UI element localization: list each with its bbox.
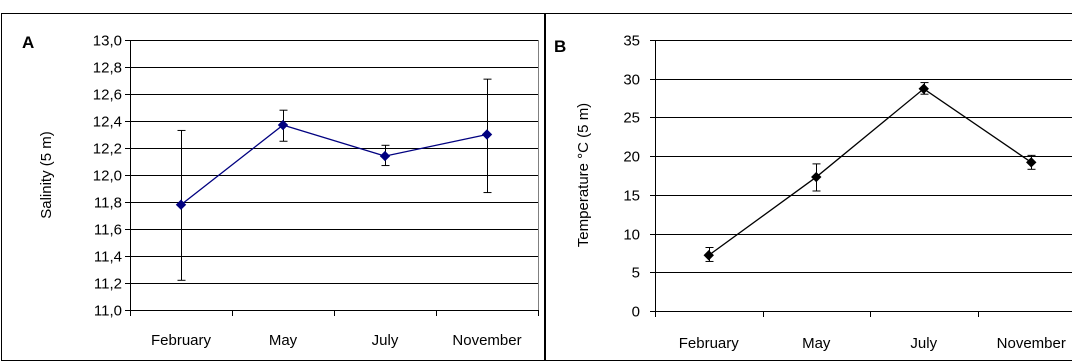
- x-tick-label: November: [452, 332, 521, 349]
- panel-label: B: [554, 37, 566, 56]
- y-tick-label: 15: [623, 188, 640, 205]
- y-tick-label: 5: [632, 265, 640, 282]
- y-tick-label: 20: [623, 149, 640, 166]
- y-tick-label: 11,4: [94, 249, 122, 266]
- y-tick-label: 11,2: [94, 276, 122, 293]
- y-tick-label: 13,0: [93, 33, 122, 50]
- y-tick-label: 25: [623, 110, 640, 127]
- data-point: [918, 83, 929, 94]
- y-tick-label: 0: [632, 304, 640, 321]
- panel-label: A: [22, 33, 34, 52]
- x-tick-label: May: [802, 335, 831, 352]
- series-line: [180, 124, 488, 206]
- y-tick-label: 12,0: [93, 168, 122, 185]
- y-axis-title: Salinity (5 m): [38, 131, 55, 219]
- y-tick-label: 11,8: [94, 195, 122, 212]
- y-tick-label: 12,6: [93, 87, 122, 104]
- y-tick-label: 11,0: [94, 303, 122, 320]
- y-tick-label: 12,4: [93, 114, 122, 131]
- x-tick-label: February: [151, 332, 212, 349]
- panel-a-salinity: A 11,0 11,2 11,4 11,6 11,8 12,0 12,2 12,4 12,6 12,…: [1, 13, 545, 361]
- y-tick-label: 11,6: [94, 222, 122, 239]
- data-point: [175, 199, 187, 210]
- y-tick-label: 12,2: [93, 141, 122, 158]
- data-point: [703, 250, 714, 261]
- series-line: [708, 87, 1032, 256]
- data-point: [277, 119, 289, 131]
- x-tick-label: November: [997, 335, 1066, 352]
- x-tick-label: May: [269, 332, 298, 349]
- y-axis-title: Temperature °C (5 m): [575, 103, 592, 247]
- y-tick-label: 30: [623, 72, 640, 89]
- x-tick-label: July: [910, 335, 937, 352]
- x-tick-label: July: [372, 332, 399, 349]
- data-point: [481, 129, 493, 140]
- y-tick-label: 12,8: [93, 60, 122, 77]
- panel-b-temperature: B 0 5 10 15 20 25 30 35 February May July November Te…: [545, 13, 1072, 361]
- chart-frame: [1, 13, 545, 361]
- data-point: [379, 150, 391, 162]
- y-tick-label: 10: [623, 227, 640, 244]
- data-point: [1026, 157, 1037, 168]
- data-point: [811, 171, 822, 183]
- x-tick-label: February: [679, 335, 740, 352]
- y-tick-label: 35: [623, 33, 640, 50]
- chart-frame: [545, 13, 1072, 361]
